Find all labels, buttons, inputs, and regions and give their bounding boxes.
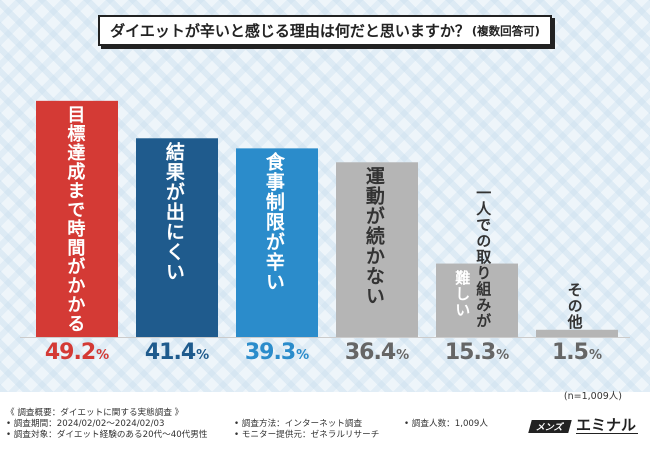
survey-period: • 調査期間：2024/02/02〜2024/02/03 <box>6 419 165 429</box>
value-number-5: 15.3 <box>444 340 496 365</box>
survey-overview: 《 調査概要：ダイエットに関する実態調査 》 <box>6 408 184 418</box>
survey-count: • 調査人数：1,009人 <box>404 419 488 429</box>
value-number-1: 49.2 <box>44 340 96 365</box>
value-unit-3: % <box>296 348 310 363</box>
chart-title-box: ダイエットが辛いと感じる理由は何だと思いますか？ (複数回答可) <box>98 15 552 46</box>
survey-method: • 調査方法：インターネット調査 <box>234 419 363 429</box>
value-number-6: 1.5 <box>551 340 589 365</box>
chart-title-note: (複数回答可) <box>471 23 540 38</box>
bar-label-1-line-1: 目標達成まで時間がかかる <box>64 104 86 333</box>
bar-label-4-line-1: 運動が続かない <box>362 166 385 307</box>
bar-label-5: 一人での取り組みが 難しい <box>453 185 495 329</box>
bar-3 <box>236 148 318 337</box>
value-label-1: 49.2% <box>36 340 118 365</box>
brand-logo: メンズ エミナル <box>528 412 642 438</box>
value-number-4: 36.4 <box>344 340 396 365</box>
bar-label-5-line-2: 難しい <box>453 270 472 318</box>
value-unit-6: % <box>588 348 602 363</box>
value-label-3: 39.3% <box>236 340 318 365</box>
bar-label-4: 運動が続かない <box>363 166 388 306</box>
bar-label-3: 食事制限が辛い <box>263 152 288 292</box>
value-unit-2: % <box>196 348 210 363</box>
bar-label-1: 目標達成まで時間がかかる <box>64 105 88 333</box>
value-unit-5: % <box>496 348 510 363</box>
bar-2 <box>136 138 218 337</box>
value-unit-4: % <box>396 348 410 363</box>
bar-chart <box>20 100 630 338</box>
bar-label-3-line-1: 食事制限が辛い <box>262 152 285 293</box>
bar-5 <box>436 263 518 337</box>
brand-underline <box>576 433 638 434</box>
value-number-3: 39.3 <box>244 340 296 365</box>
value-number-2: 41.4 <box>144 340 196 365</box>
survey-footer: 《 調査概要：ダイエットに関する実態調査 》 • 調査期間：2024/02/02… <box>0 398 650 450</box>
bar-label-6-line-1: その他 <box>565 282 584 330</box>
bar-label-2-line-1: 結果が出にくい <box>162 142 185 283</box>
chart-title: ダイエットが辛いと感じる理由は何だと思いますか？ <box>110 22 470 40</box>
survey-target: • 調査対象：ダイエット経験のある20代〜40代男性 <box>6 430 208 440</box>
brand-mark: メンズ <box>528 420 572 433</box>
value-label-6: 1.5% <box>536 340 618 365</box>
survey-provider: • モニター提供元：ゼネラルリサーチ <box>234 430 380 440</box>
brand-name: エミナル <box>576 416 637 434</box>
value-unit-1: % <box>96 348 110 363</box>
bar-label-5-line-1: 一人での取り組みが <box>474 185 493 329</box>
value-label-4: 36.4% <box>336 340 418 365</box>
sample-size-note: (n=1,009人) <box>563 391 622 402</box>
bar-label-6: その他 <box>565 282 585 330</box>
value-label-5: 15.3% <box>436 340 518 365</box>
bar-4 <box>336 162 418 337</box>
bar-6 <box>536 329 618 337</box>
bar-label-2: 結果が出にくい <box>163 142 188 282</box>
bar-1 <box>36 100 118 337</box>
value-label-2: 41.4% <box>136 340 218 365</box>
